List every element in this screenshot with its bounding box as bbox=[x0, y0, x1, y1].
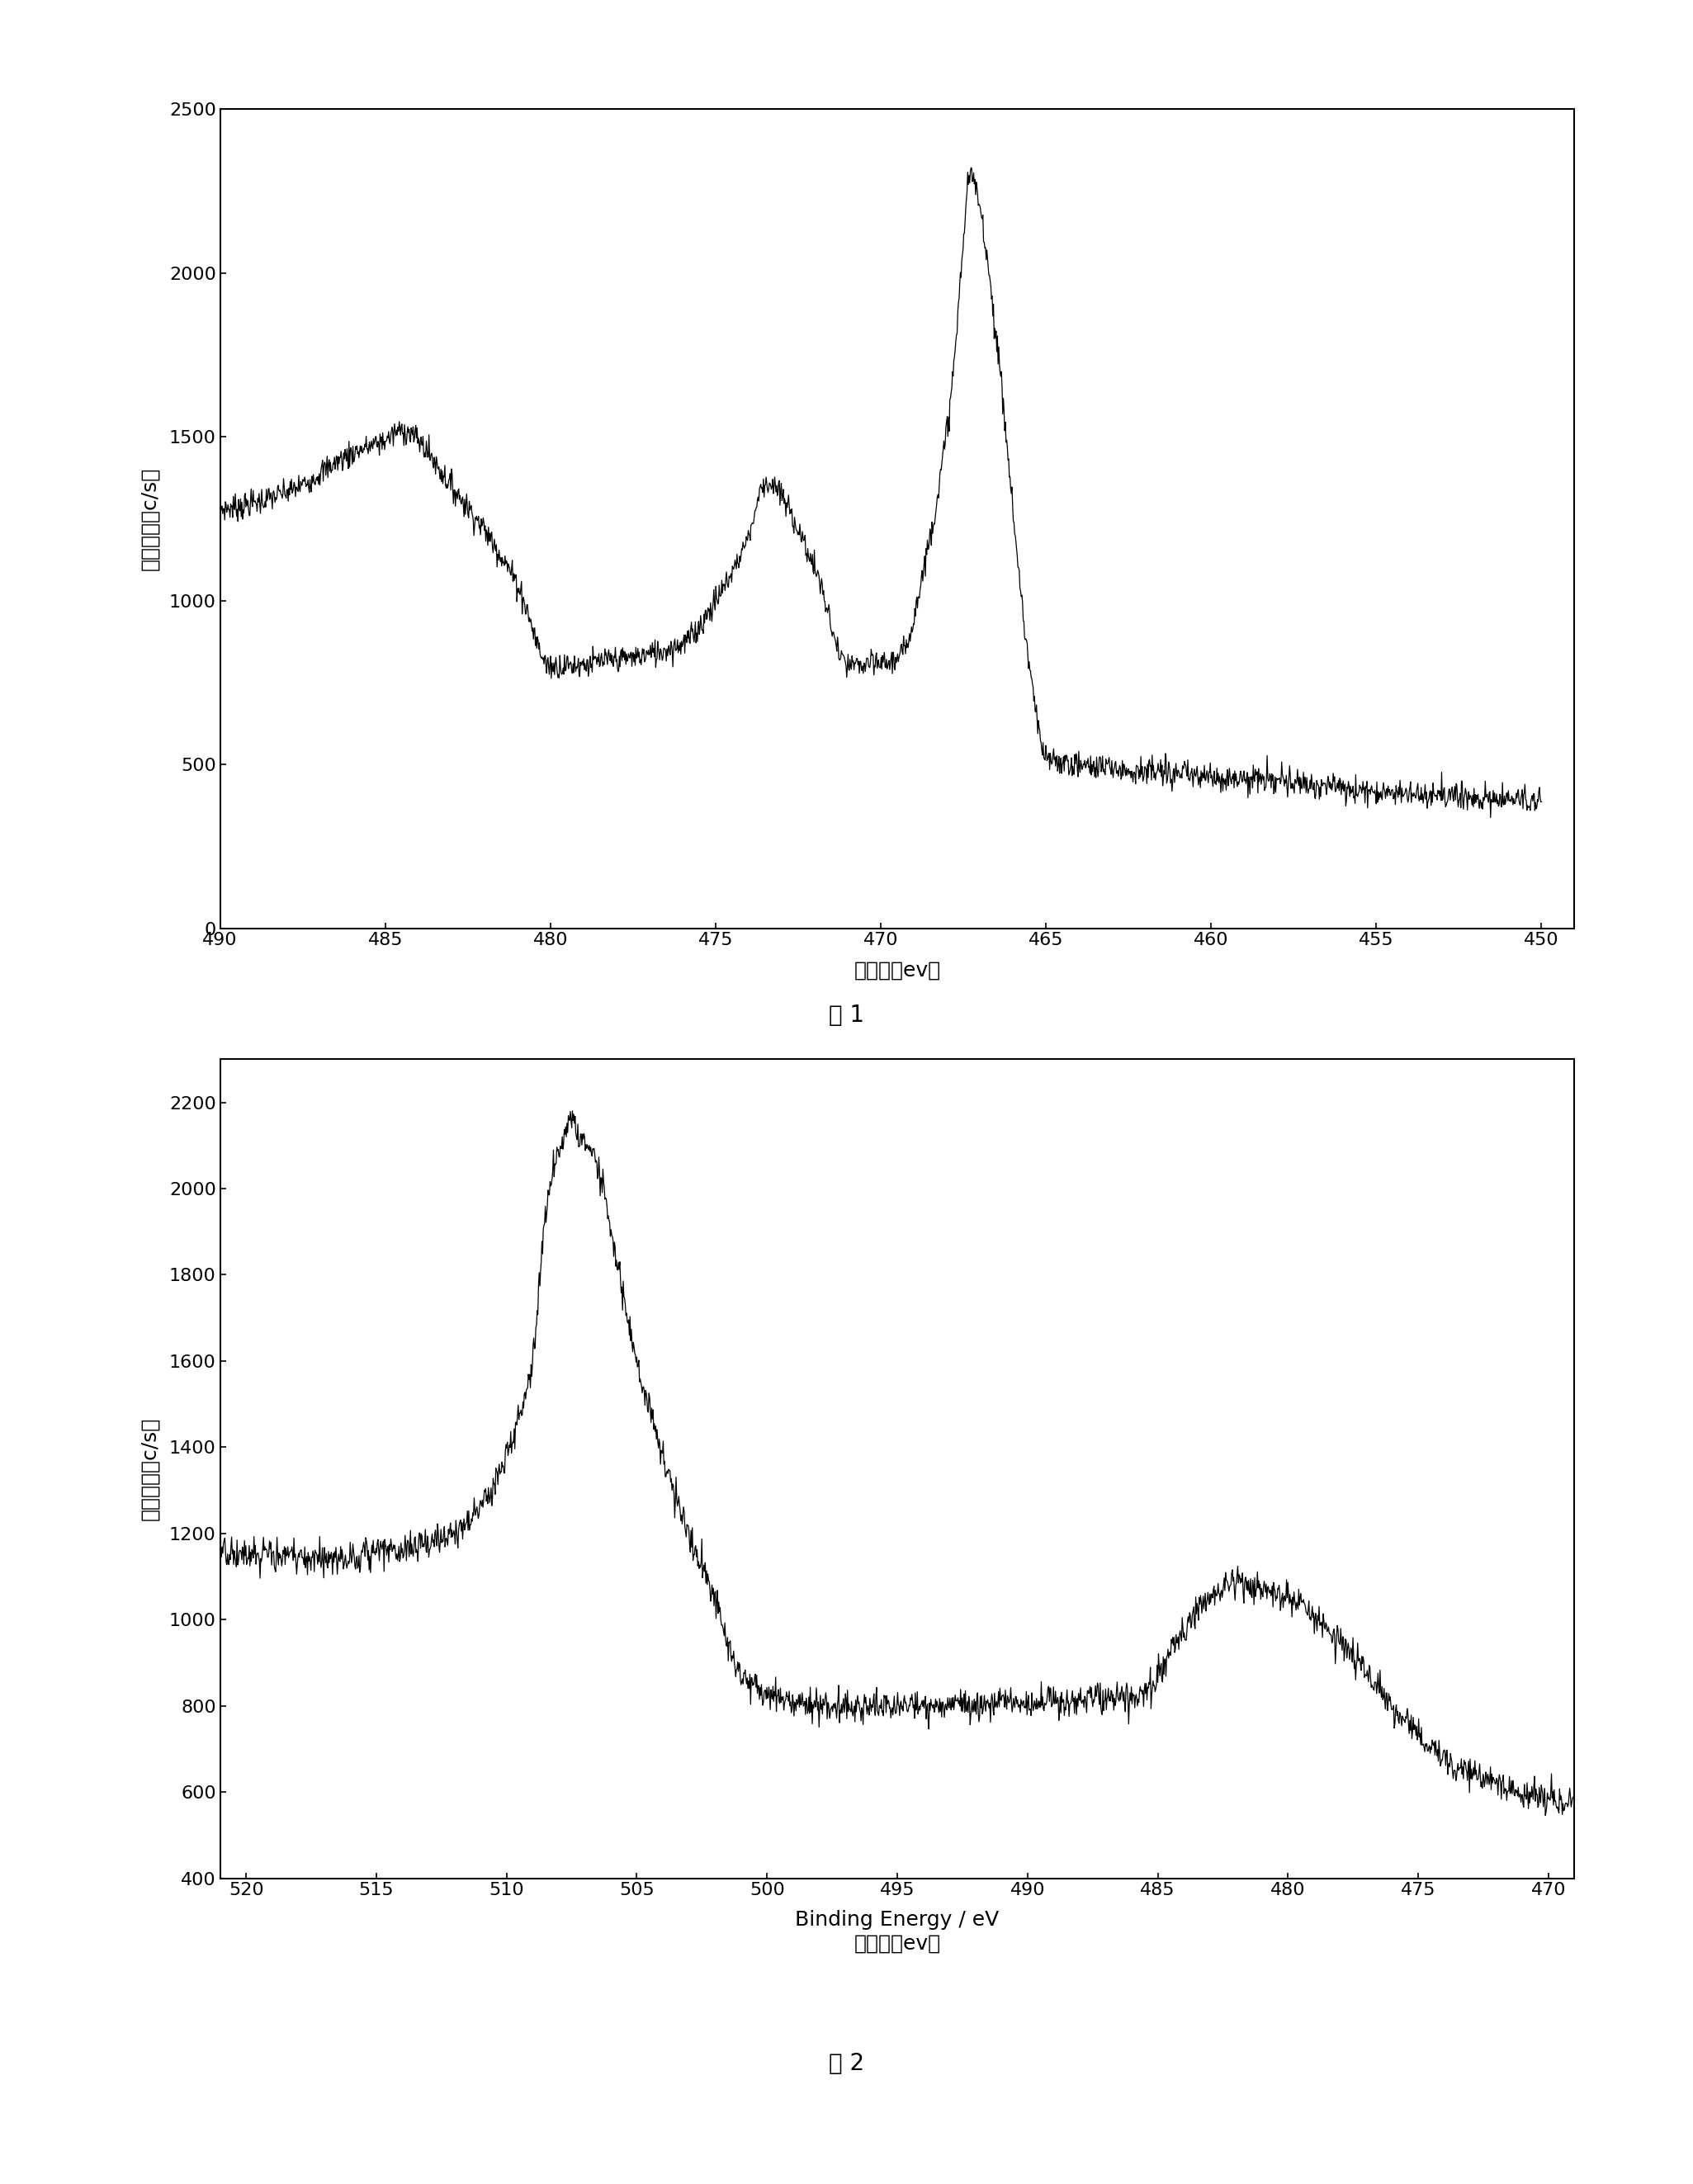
X-axis label: Binding Energy / eV
结合能（ev）: Binding Energy / eV 结合能（ev） bbox=[796, 1911, 999, 1952]
Y-axis label: 相对强度（c/s）: 相对强度（c/s） bbox=[141, 1417, 159, 1520]
X-axis label: 结合能（ev）: 结合能（ev） bbox=[853, 961, 941, 981]
Text: 图 2: 图 2 bbox=[828, 2053, 865, 2075]
Text: 图 1: 图 1 bbox=[828, 1005, 865, 1026]
Y-axis label: 相对强度（c/s）: 相对强度（c/s） bbox=[141, 467, 159, 570]
